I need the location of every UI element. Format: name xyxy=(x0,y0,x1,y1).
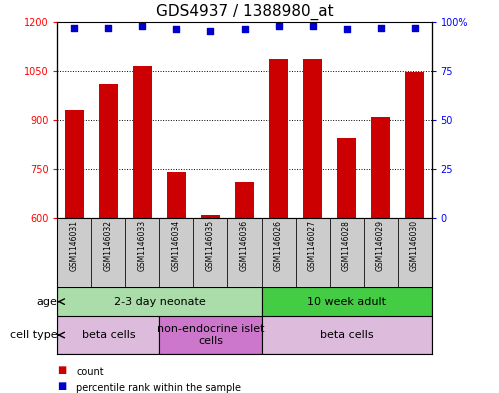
Bar xyxy=(405,72,424,218)
Bar xyxy=(201,215,220,218)
Bar xyxy=(91,218,125,287)
Text: GSM1146026: GSM1146026 xyxy=(274,220,283,271)
Text: GSM1146035: GSM1146035 xyxy=(206,220,215,271)
Text: cell type: cell type xyxy=(10,330,57,340)
Bar xyxy=(65,110,84,218)
Text: GSM1146028: GSM1146028 xyxy=(342,220,351,271)
Bar xyxy=(261,287,432,316)
Text: beta cells: beta cells xyxy=(320,330,373,340)
Bar xyxy=(261,316,432,354)
Bar xyxy=(57,287,261,316)
Bar xyxy=(371,117,390,218)
Point xyxy=(173,26,181,33)
Text: GSM1146027: GSM1146027 xyxy=(308,220,317,271)
Text: GSM1146031: GSM1146031 xyxy=(70,220,79,271)
Bar xyxy=(398,218,432,287)
Point xyxy=(377,24,385,31)
Text: GSM1146032: GSM1146032 xyxy=(104,220,113,271)
Bar xyxy=(337,138,356,218)
Text: ■: ■ xyxy=(57,365,67,375)
Bar xyxy=(194,218,228,287)
Text: GSM1146029: GSM1146029 xyxy=(376,220,385,271)
Text: 10 week adult: 10 week adult xyxy=(307,297,386,307)
Text: age: age xyxy=(36,297,57,307)
Bar xyxy=(303,59,322,218)
Bar xyxy=(364,218,398,287)
Text: non-endocrine islet
cells: non-endocrine islet cells xyxy=(157,324,264,346)
Point xyxy=(104,24,112,31)
Text: GSM1146033: GSM1146033 xyxy=(138,220,147,271)
Bar xyxy=(295,218,329,287)
Bar xyxy=(160,218,194,287)
Bar xyxy=(99,84,118,218)
Point xyxy=(70,24,78,31)
Bar xyxy=(57,218,91,287)
Text: GSM1146030: GSM1146030 xyxy=(410,220,419,271)
Bar xyxy=(125,218,160,287)
Text: 2-3 day neonate: 2-3 day neonate xyxy=(114,297,205,307)
Text: GSM1146036: GSM1146036 xyxy=(240,220,249,271)
Bar xyxy=(329,218,364,287)
Title: GDS4937 / 1388980_at: GDS4937 / 1388980_at xyxy=(156,4,333,20)
Text: count: count xyxy=(76,367,104,377)
Point xyxy=(308,22,316,29)
Bar xyxy=(160,316,261,354)
Point xyxy=(241,26,249,33)
Bar xyxy=(167,172,186,218)
Text: GSM1146034: GSM1146034 xyxy=(172,220,181,271)
Bar xyxy=(228,218,261,287)
Text: beta cells: beta cells xyxy=(82,330,135,340)
Point xyxy=(138,22,146,29)
Text: percentile rank within the sample: percentile rank within the sample xyxy=(76,383,242,393)
Bar xyxy=(269,59,288,218)
Point xyxy=(207,28,215,35)
Bar xyxy=(235,182,254,218)
Point xyxy=(411,24,419,31)
Bar xyxy=(261,218,295,287)
Point xyxy=(274,22,282,29)
Text: ■: ■ xyxy=(57,381,67,391)
Bar xyxy=(57,316,160,354)
Bar xyxy=(133,66,152,218)
Point xyxy=(343,26,351,33)
